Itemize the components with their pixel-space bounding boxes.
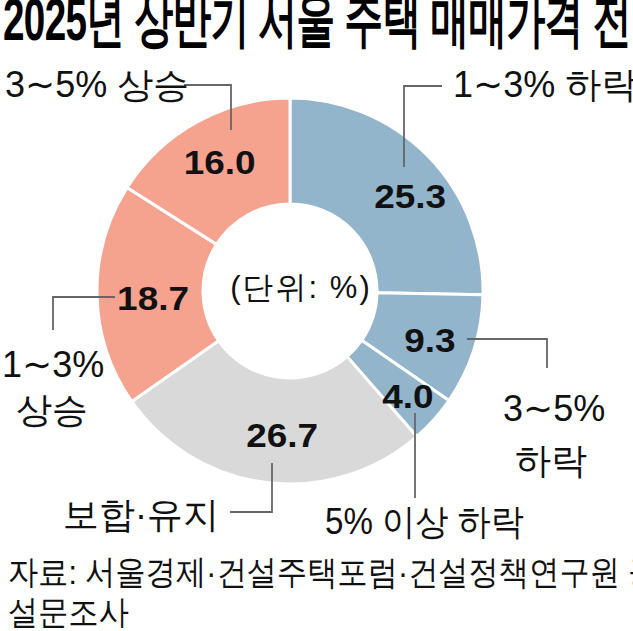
segment-value-label-3: 4.0 (382, 378, 433, 415)
infographic: 2025년 상반기 서울 주택 매매가격 전망 25.39.34.026.718… (0, 0, 633, 631)
callout-rise-1-3: 1∼3% 상승 (2, 342, 102, 432)
callout-decline-1-3: 1∼3% 하락 (453, 63, 633, 106)
unit-note: (단위: %) (230, 270, 371, 305)
segment-value-label-5: 18.7 (117, 280, 189, 317)
segment-value-label-1: 25.3 (374, 178, 446, 215)
callout-decline-3-5: 3∼5% 하락 (503, 383, 599, 487)
source-line-1: 자료: 서울경제·건설주택포럼·건설정책연구원 공동 (8, 552, 633, 592)
segment-value-label-6: 16.0 (184, 143, 256, 180)
source-text: 자료: 서울경제·건설주택포럼·건설정책연구원 공동 설문조사 (8, 552, 633, 631)
callout-flat: 보합·유지 (63, 493, 219, 536)
segment-value-label-2: 9.3 (404, 322, 455, 359)
callout-decline-5plus: 5% 이상 하락 (325, 500, 524, 543)
callout-rise-3-5: 3∼5% 상승 (5, 63, 189, 106)
source-line-2: 설문조사 (8, 592, 633, 631)
segment-value-label-4: 26.7 (246, 417, 318, 454)
leader-decline-3-5 (467, 339, 547, 368)
